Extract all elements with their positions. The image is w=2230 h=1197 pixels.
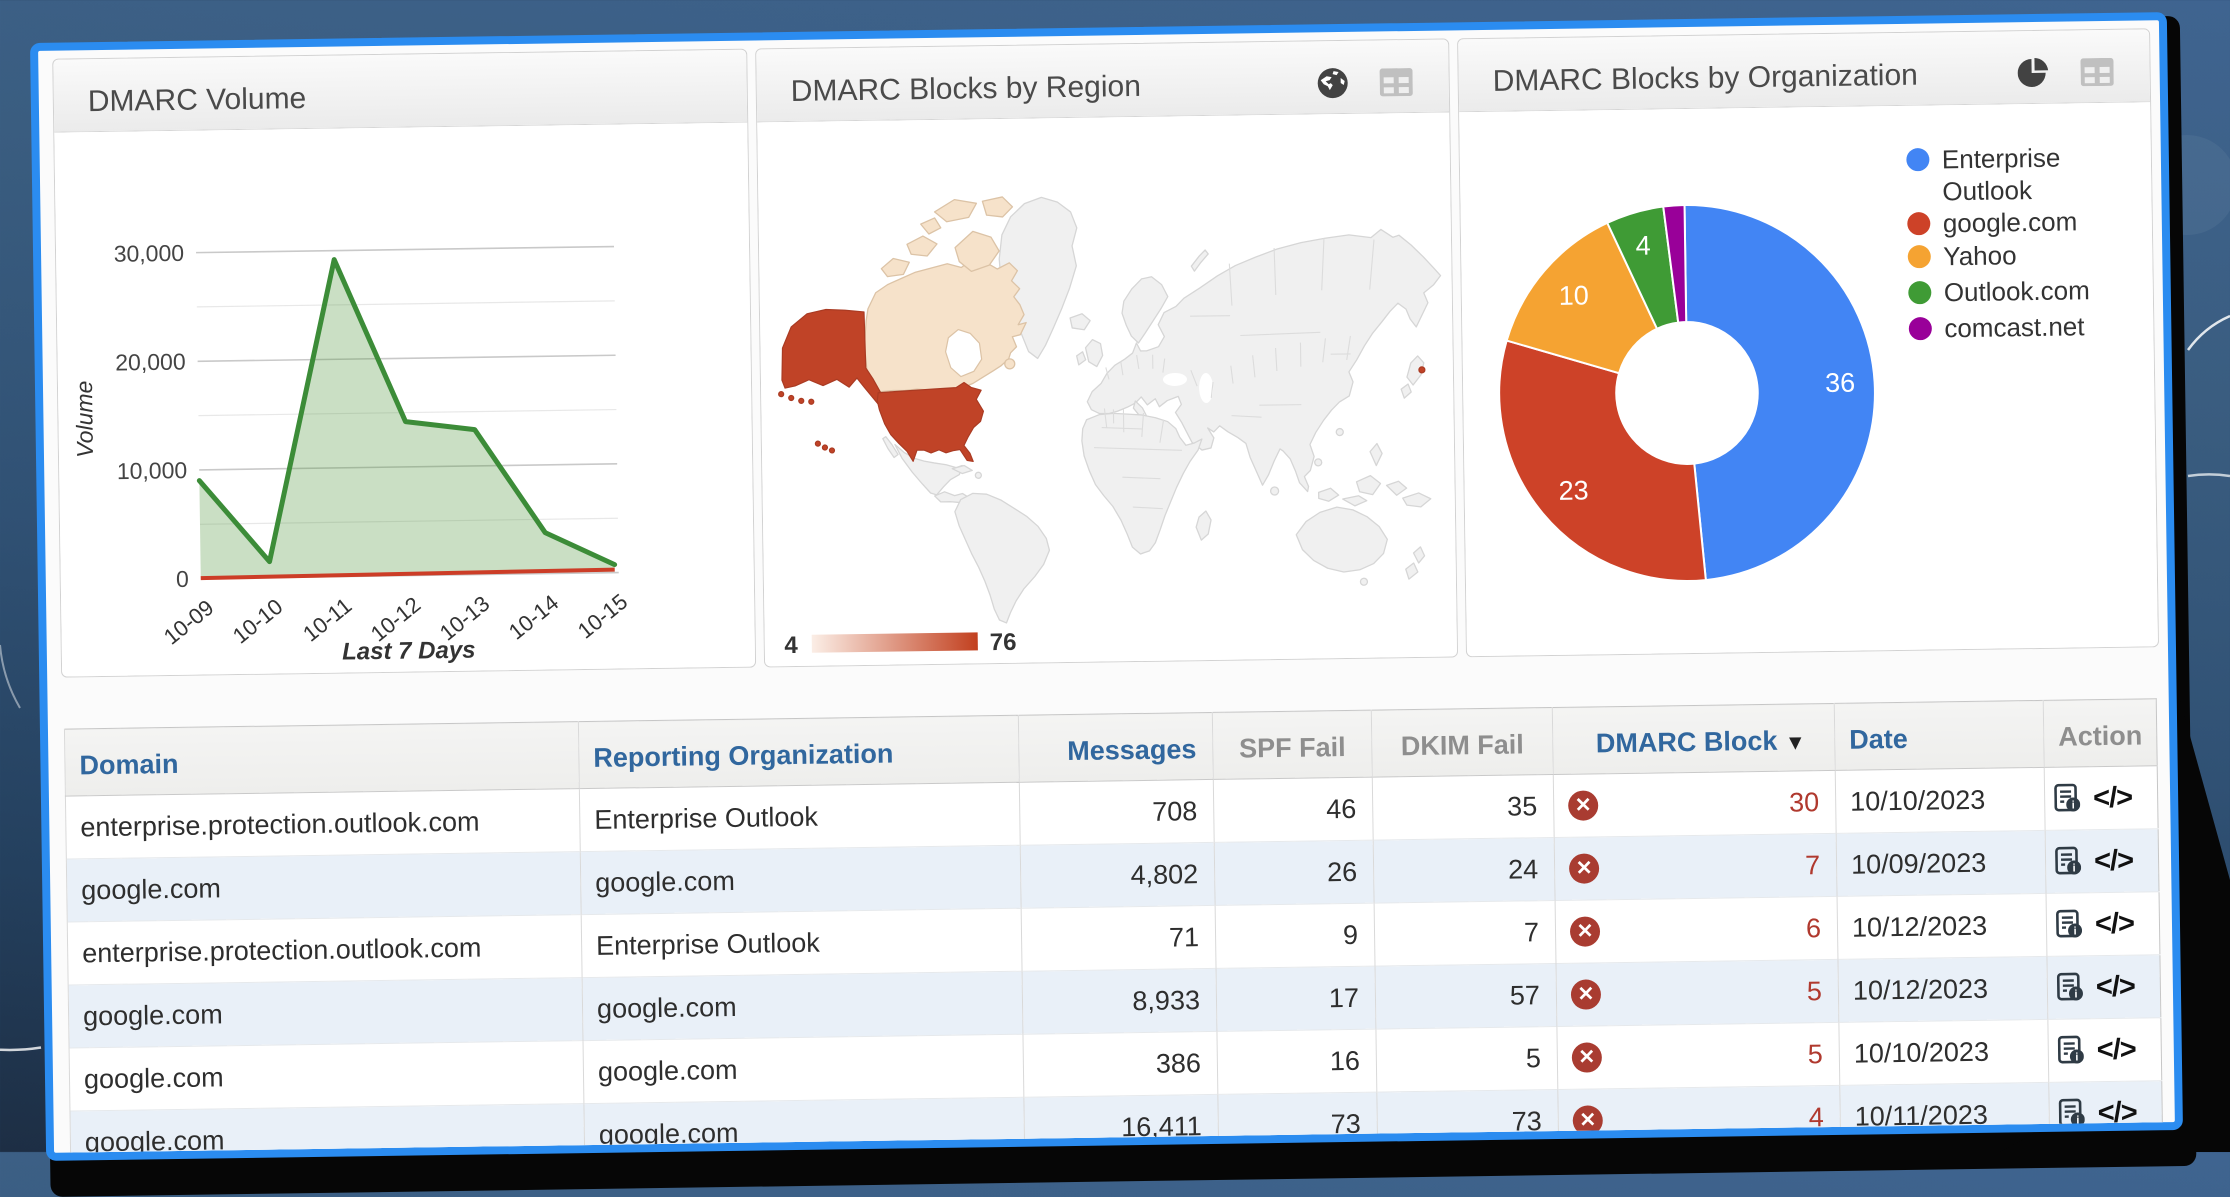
svg-text:Enterprise: Enterprise xyxy=(1942,143,2061,175)
svg-text:google.com: google.com xyxy=(1943,206,2078,238)
svg-text:i: i xyxy=(2076,1114,2079,1126)
svg-text:i: i xyxy=(2073,862,2076,874)
svg-text:10,000: 10,000 xyxy=(117,457,188,484)
svg-text:4: 4 xyxy=(1635,231,1650,261)
svg-text:0: 0 xyxy=(176,566,189,592)
svg-text:Outlook: Outlook xyxy=(1942,175,2033,206)
svg-text:i: i xyxy=(2072,799,2075,811)
svg-text:comcast.net: comcast.net xyxy=(1944,311,2085,343)
svg-text:36: 36 xyxy=(1825,368,1855,398)
svg-text:20,000: 20,000 xyxy=(115,348,186,375)
svg-text:Yahoo: Yahoo xyxy=(1943,240,2017,271)
svg-text:i: i xyxy=(2075,1051,2078,1063)
svg-text:10-10: 10-10 xyxy=(228,594,288,649)
svg-text:Last 7 Days: Last 7 Days xyxy=(342,637,476,666)
svg-text:23: 23 xyxy=(1558,475,1588,505)
svg-text:Volume: Volume xyxy=(71,380,98,458)
svg-text:10-09: 10-09 xyxy=(159,595,219,650)
svg-text:10: 10 xyxy=(1559,280,1589,310)
svg-text:10-14: 10-14 xyxy=(504,590,564,645)
svg-text:Outlook.com: Outlook.com xyxy=(1944,275,2090,307)
svg-text:10-15: 10-15 xyxy=(573,589,633,644)
svg-text:76: 76 xyxy=(990,629,1017,656)
svg-text:4: 4 xyxy=(784,632,798,659)
svg-text:i: i xyxy=(2074,988,2077,1000)
svg-text:30,000: 30,000 xyxy=(114,240,185,267)
svg-text:i: i xyxy=(2073,925,2076,937)
